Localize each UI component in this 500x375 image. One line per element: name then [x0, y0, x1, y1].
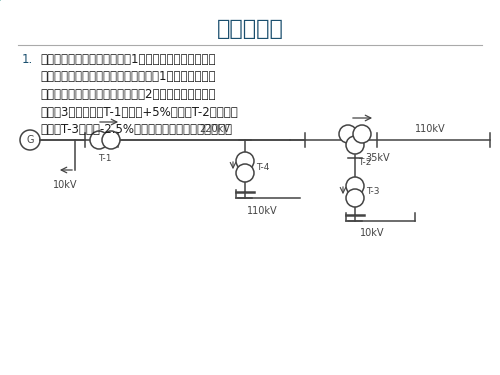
Circle shape: [102, 131, 120, 149]
Text: T-1: T-1: [98, 154, 112, 163]
Text: 功率输送方向已标明在图中。试求：（1）发电机及各变: 功率输送方向已标明在图中。试求：（1）发电机及各变: [40, 70, 216, 84]
Circle shape: [346, 189, 364, 207]
Text: 1.: 1.: [22, 53, 33, 66]
Circle shape: [90, 131, 108, 149]
Text: 比；（3）设变压器T-1工作于+5%抽头、T-2工作于主: 比；（3）设变压器T-1工作于+5%抽头、T-2工作于主: [40, 105, 238, 118]
Circle shape: [346, 177, 364, 195]
Text: T-2: T-2: [358, 158, 372, 167]
Text: 10kV: 10kV: [360, 228, 384, 238]
Circle shape: [346, 136, 364, 154]
Circle shape: [339, 125, 357, 143]
Text: 电力系统的各部分界限示于图1，各电压级的额定电压及: 电力系统的各部分界限示于图1，各电压级的额定电压及: [40, 53, 216, 66]
Text: 第一章作业: 第一章作业: [216, 19, 284, 39]
Text: 10kV: 10kV: [53, 180, 77, 190]
Text: 110kV: 110kV: [414, 124, 446, 134]
Text: 110kV: 110kV: [247, 206, 278, 216]
Text: T-3: T-3: [366, 188, 380, 196]
Circle shape: [236, 164, 254, 182]
Text: 压器高、低压绕组的额定电压；（2）各变压器的额定变: 压器高、低压绕组的额定电压；（2）各变压器的额定变: [40, 88, 216, 101]
Circle shape: [236, 152, 254, 170]
Text: T-4: T-4: [256, 162, 270, 171]
Text: 抽头、T-3工作于-2.5%抽头时，各变压器的实际变比。: 抽头、T-3工作于-2.5%抽头时，各变压器的实际变比。: [40, 123, 232, 136]
Circle shape: [353, 125, 371, 143]
Text: G: G: [26, 135, 34, 145]
Text: 220kV: 220kV: [200, 124, 230, 134]
Text: 35kV: 35kV: [365, 153, 390, 163]
